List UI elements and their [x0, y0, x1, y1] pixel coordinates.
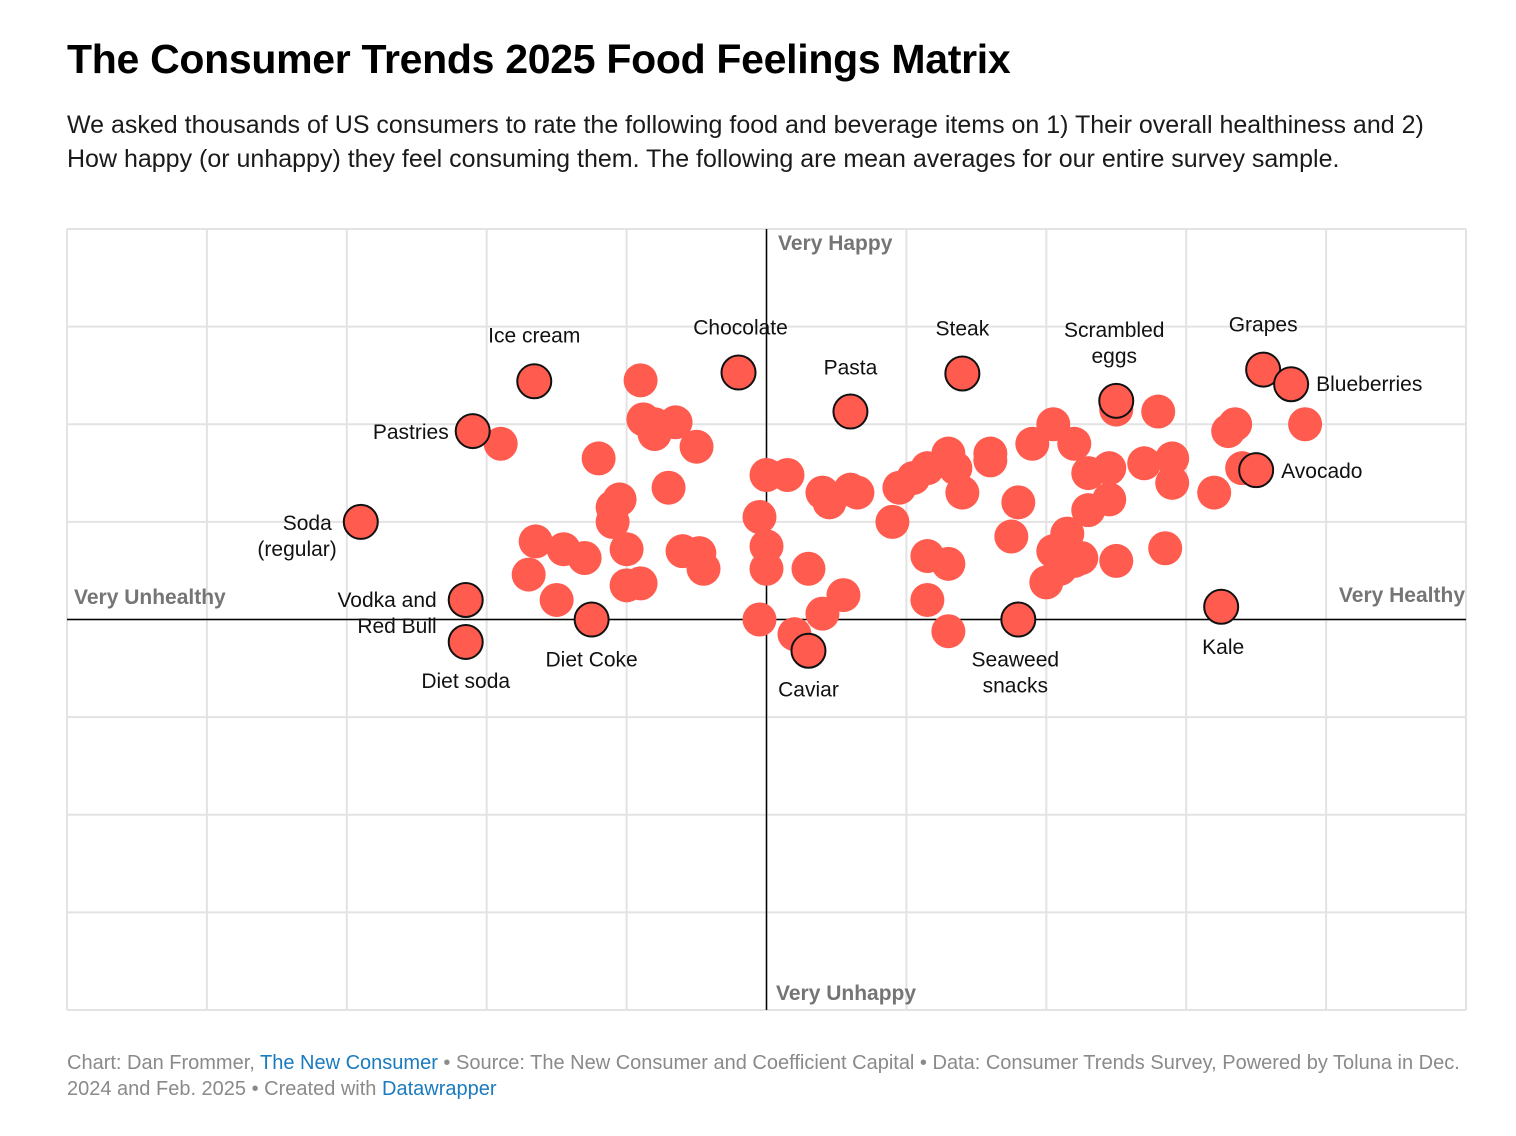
- data-point-caviar[interactable]: [790, 632, 827, 669]
- chart-subtitle: We asked thousands of US consumers to ra…: [67, 111, 1424, 173]
- data-point[interactable]: [567, 540, 602, 575]
- data-point[interactable]: [539, 582, 574, 617]
- footer-credit: Chart: Dan Frommer,: [67, 1052, 261, 1074]
- point-label-diet-soda: Diet soda: [421, 670, 510, 693]
- point-label-caviar: Caviar: [778, 679, 839, 702]
- data-point-vodka-and-red-bull[interactable]: [447, 581, 484, 618]
- data-point[interactable]: [609, 532, 644, 567]
- footer-source: • Source: The New Consumer and Coefficie…: [67, 1052, 1460, 1100]
- data-point[interactable]: [931, 614, 966, 649]
- data-point[interactable]: [1148, 531, 1183, 566]
- data-point-pastries[interactable]: [454, 413, 491, 450]
- data-points: [483, 363, 1323, 652]
- axis-label-very-unhealthy: Very Unhealthy: [74, 586, 226, 609]
- data-point[interactable]: [1001, 485, 1036, 520]
- data-point[interactable]: [770, 458, 805, 493]
- data-point[interactable]: [1092, 482, 1127, 517]
- point-label-grapes: Grapes: [1229, 314, 1298, 337]
- data-point[interactable]: [651, 470, 686, 505]
- data-point-pasta[interactable]: [832, 393, 869, 430]
- data-point[interactable]: [686, 551, 721, 586]
- axis-label-very-healthy: Very Healthy: [1339, 584, 1465, 607]
- axis-label-very-unhappy: Very Unhappy: [776, 982, 916, 1005]
- data-point[interactable]: [945, 475, 980, 510]
- data-point[interactable]: [1197, 475, 1232, 510]
- data-point[interactable]: [1141, 394, 1176, 429]
- point-label-diet-coke: Diet Coke: [546, 649, 638, 672]
- data-point[interactable]: [1092, 451, 1127, 486]
- data-point[interactable]: [994, 519, 1029, 554]
- chart-footer: Chart: Dan Frommer, The New Consumer • S…: [67, 1050, 1467, 1102]
- data-point[interactable]: [679, 429, 714, 464]
- data-point-blueberries[interactable]: [1273, 366, 1310, 403]
- data-point[interactable]: [910, 582, 945, 617]
- data-point[interactable]: [791, 551, 826, 586]
- data-point[interactable]: [1099, 543, 1134, 578]
- data-point[interactable]: [581, 441, 616, 476]
- data-point[interactable]: [1155, 441, 1190, 476]
- point-label-pasta: Pasta: [824, 357, 878, 380]
- data-point-scrambled-eggs[interactable]: [1098, 382, 1135, 419]
- data-point-diet-soda[interactable]: [447, 623, 484, 660]
- data-point[interactable]: [805, 596, 840, 631]
- data-point[interactable]: [840, 475, 875, 510]
- data-point-avocado[interactable]: [1238, 452, 1275, 489]
- point-label-seaweed-snacks: Seaweed snacks: [972, 649, 1060, 698]
- data-point-seaweed-snacks[interactable]: [1000, 601, 1037, 638]
- data-point[interactable]: [518, 524, 553, 559]
- data-point-grapes[interactable]: [1245, 351, 1282, 388]
- data-point[interactable]: [595, 504, 630, 539]
- labeled-data-points: [342, 351, 1310, 669]
- data-point[interactable]: [1218, 407, 1253, 442]
- point-label-avocado: Avocado: [1281, 460, 1362, 483]
- data-point[interactable]: [511, 557, 546, 592]
- data-point[interactable]: [1155, 465, 1190, 500]
- data-point[interactable]: [973, 443, 1008, 478]
- point-labels: Ice cream Chocolate Pasta Steak Scrambled egg…: [257, 314, 1422, 702]
- point-label-kale: Kale: [1202, 636, 1244, 659]
- data-point-chocolate[interactable]: [720, 354, 757, 391]
- point-label-chocolate: Chocolate: [693, 317, 788, 340]
- data-point-soda-regular[interactable]: [342, 503, 379, 540]
- data-point[interactable]: [1288, 407, 1323, 442]
- data-point[interactable]: [875, 504, 910, 539]
- data-point[interactable]: [742, 602, 777, 637]
- data-point-steak[interactable]: [944, 355, 981, 392]
- data-point[interactable]: [623, 566, 658, 601]
- data-point-diet-coke[interactable]: [573, 601, 610, 638]
- axis-label-very-happy: Very Happy: [778, 232, 893, 255]
- data-point[interactable]: [483, 426, 518, 461]
- data-point[interactable]: [749, 551, 784, 586]
- axis-labels: Very Unhealthy Very Healthy Very Happy V…: [74, 232, 1465, 1005]
- data-point[interactable]: [623, 363, 658, 398]
- point-label-soda-regular: Soda (regular): [257, 512, 336, 561]
- point-label-vodka-and-red-bull: Vodka and Red Bull: [337, 589, 436, 638]
- data-point[interactable]: [637, 417, 672, 452]
- data-point[interactable]: [742, 499, 777, 534]
- point-label-scrambled-eggs: Scrambled eggs: [1064, 319, 1164, 368]
- data-point[interactable]: [931, 546, 966, 581]
- point-label-pastries: Pastries: [373, 421, 449, 444]
- point-label-blueberries: Blueberries: [1316, 373, 1422, 396]
- point-label-steak: Steak: [936, 317, 990, 340]
- data-point[interactable]: [1127, 446, 1162, 481]
- publisher-link[interactable]: The New Consumer: [260, 1052, 438, 1074]
- chart-title: The Consumer Trends 2025 Food Feelings M…: [67, 36, 1011, 82]
- data-point-kale[interactable]: [1203, 588, 1240, 625]
- data-point[interactable]: [1029, 565, 1064, 600]
- point-label-ice-cream: Ice cream: [488, 324, 580, 347]
- datawrapper-link[interactable]: Datawrapper: [382, 1078, 497, 1100]
- data-point[interactable]: [1057, 426, 1092, 461]
- data-point-ice-cream[interactable]: [516, 363, 553, 400]
